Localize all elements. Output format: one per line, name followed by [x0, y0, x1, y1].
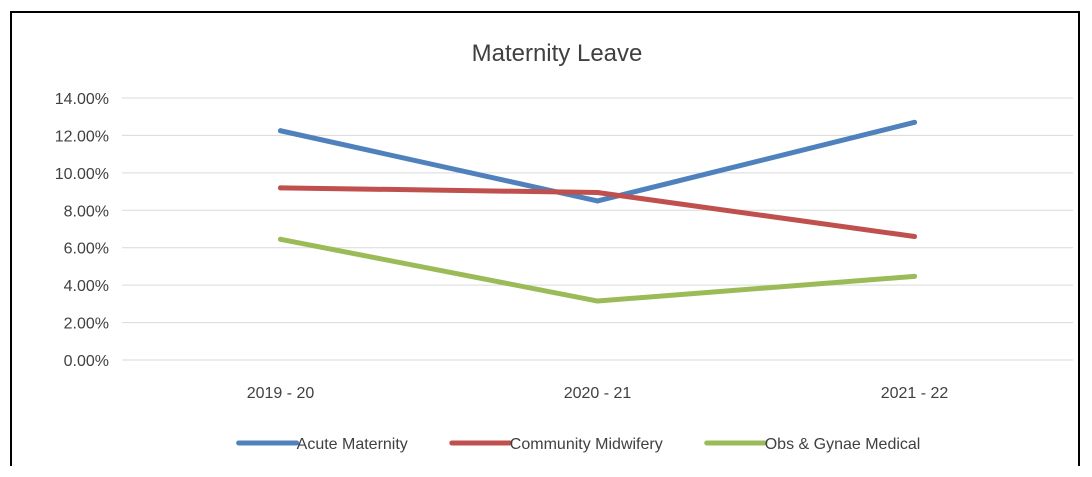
data-point	[595, 298, 600, 304]
maternity-leave-chart: Maternity Leave 0.00% 2.00% 4.00% 6.00% 8.00…	[55, 40, 1073, 453]
y-tick-label: 12.00%	[55, 128, 109, 145]
x-axis-tick-labels: 2019 - 20 2020 - 21 2021 - 22	[247, 385, 949, 402]
y-tick-label: 6.00%	[64, 241, 109, 258]
data-point	[278, 185, 283, 191]
series-lines	[278, 119, 917, 304]
legend-label: Acute Maternity	[297, 436, 408, 453]
legend-label: Obs & Gynae Medical	[765, 436, 921, 453]
series-obs-gynae-medical	[278, 236, 917, 304]
series-community-midwifery	[278, 185, 917, 239]
legend-item: Community Midwifery	[449, 436, 663, 453]
series-line	[278, 236, 917, 304]
x-tick-label: 2021 - 22	[881, 385, 949, 402]
y-tick-label: 8.00%	[64, 203, 109, 220]
series-line	[278, 185, 917, 239]
gridlines	[122, 97, 1073, 361]
chart-frame: Maternity Leave 0.00% 2.00% 4.00% 6.00% 8.00…	[10, 11, 1080, 466]
data-point	[912, 233, 917, 239]
y-tick-label: 0.00%	[64, 353, 109, 370]
data-point	[278, 128, 283, 134]
data-point	[912, 119, 917, 125]
chart-title: Maternity Leave	[472, 40, 643, 67]
y-tick-label: 4.00%	[64, 278, 109, 295]
legend: Acute Maternity Community Midwifery Obs & …	[236, 436, 921, 453]
data-point	[595, 198, 600, 204]
series-acute-maternity	[278, 119, 917, 204]
x-tick-label: 2020 - 21	[564, 385, 632, 402]
x-tick-label: 2019 - 20	[247, 385, 315, 402]
y-tick-label: 2.00%	[64, 316, 109, 333]
data-point	[595, 190, 600, 196]
data-point	[278, 236, 283, 242]
data-point	[912, 273, 917, 279]
y-tick-label: 14.00%	[55, 91, 109, 108]
y-tick-label: 10.00%	[55, 166, 109, 183]
legend-label: Community Midwifery	[510, 436, 663, 453]
legend-item: Obs & Gynae Medical	[704, 436, 921, 453]
legend-item: Acute Maternity	[236, 436, 408, 453]
y-axis-tick-labels: 0.00% 2.00% 4.00% 6.00% 8.00% 10.00% 12.00% 14.…	[55, 91, 109, 370]
